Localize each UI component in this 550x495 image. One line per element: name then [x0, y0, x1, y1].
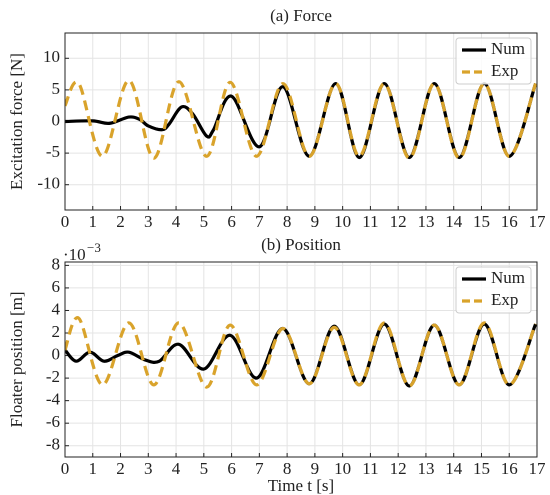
- x-tick-label: 13: [417, 212, 434, 231]
- y-scale-base: ·10: [63, 245, 86, 264]
- x-tick-label: 14: [445, 212, 463, 231]
- x-tick-label: 12: [390, 212, 407, 231]
- x-tick-label: 1: [89, 212, 98, 231]
- y-tick-label: 10: [43, 47, 60, 66]
- y-scale-exp: −3: [87, 240, 101, 255]
- x-tick-label: 9: [311, 459, 320, 478]
- x-axis-label: Time t [s]: [268, 476, 334, 495]
- x-tick-label: 2: [116, 459, 125, 478]
- data-line: [65, 316, 537, 389]
- x-tick-label: 16: [501, 212, 518, 231]
- x-tick-label: 9: [311, 212, 320, 231]
- x-tick-label: 6: [227, 212, 236, 231]
- x-tick-label: 10: [334, 459, 351, 478]
- x-tick-label: 17: [529, 459, 547, 478]
- y-tick-label: 0: [52, 344, 61, 363]
- y-tick-label: -4: [46, 390, 61, 409]
- x-tick-label: 3: [144, 212, 153, 231]
- data-line: [65, 78, 537, 160]
- y-tick-label: 6: [52, 277, 61, 296]
- x-tick-label: 6: [227, 459, 236, 478]
- axes-frame: [64, 32, 538, 211]
- legend-label: Num: [491, 39, 525, 58]
- x-tick-label: 14: [445, 459, 463, 478]
- x-tick-label: 2: [116, 212, 125, 231]
- x-tick-label: 10: [334, 212, 351, 231]
- legend-label: Exp: [491, 290, 518, 309]
- x-tick-label: 3: [144, 459, 153, 478]
- subplot-title: (b) Position: [261, 235, 341, 254]
- x-tick-label: 12: [390, 459, 407, 478]
- y-axis-label: Floater position [m]: [7, 292, 26, 428]
- x-tick-label: 5: [200, 212, 209, 231]
- y-tick-label: -2: [46, 367, 60, 386]
- y-tick-label: 8: [52, 254, 61, 273]
- x-tick-label: 11: [362, 212, 378, 231]
- axes-frame: [64, 261, 538, 458]
- x-tick-label: 8: [283, 212, 292, 231]
- legend-label: Exp: [491, 61, 518, 80]
- y-tick-label: -8: [46, 435, 60, 454]
- y-axis-label: Excitation force [N]: [7, 53, 26, 190]
- y-tick-label: 0: [52, 110, 61, 129]
- x-tick-label: 8: [283, 459, 292, 478]
- x-tick-label: 4: [172, 459, 181, 478]
- x-tick-label: 15: [473, 459, 490, 478]
- y-tick-label: -5: [46, 142, 60, 161]
- x-tick-label: 11: [362, 459, 378, 478]
- x-tick-label: 7: [255, 212, 264, 231]
- x-tick-label: 5: [200, 459, 209, 478]
- x-tick-label: 16: [501, 459, 518, 478]
- x-tick-label: 13: [417, 459, 434, 478]
- x-tick-label: 7: [255, 459, 264, 478]
- x-tick-label: 0: [61, 212, 70, 231]
- y-tick-label: -6: [46, 412, 60, 431]
- x-tick-label: 17: [529, 212, 547, 231]
- x-tick-label: 4: [172, 212, 181, 231]
- legend-label: Num: [491, 268, 525, 287]
- y-tick-label: 5: [52, 79, 61, 98]
- x-tick-label: 0: [61, 459, 70, 478]
- x-tick-label: 15: [473, 212, 490, 231]
- subplot-title: (a) Force: [270, 6, 332, 25]
- x-tick-label: 1: [89, 459, 98, 478]
- y-tick-label: 4: [52, 299, 61, 318]
- y-tick-label: -10: [37, 174, 60, 193]
- y-tick-label: 2: [52, 322, 61, 341]
